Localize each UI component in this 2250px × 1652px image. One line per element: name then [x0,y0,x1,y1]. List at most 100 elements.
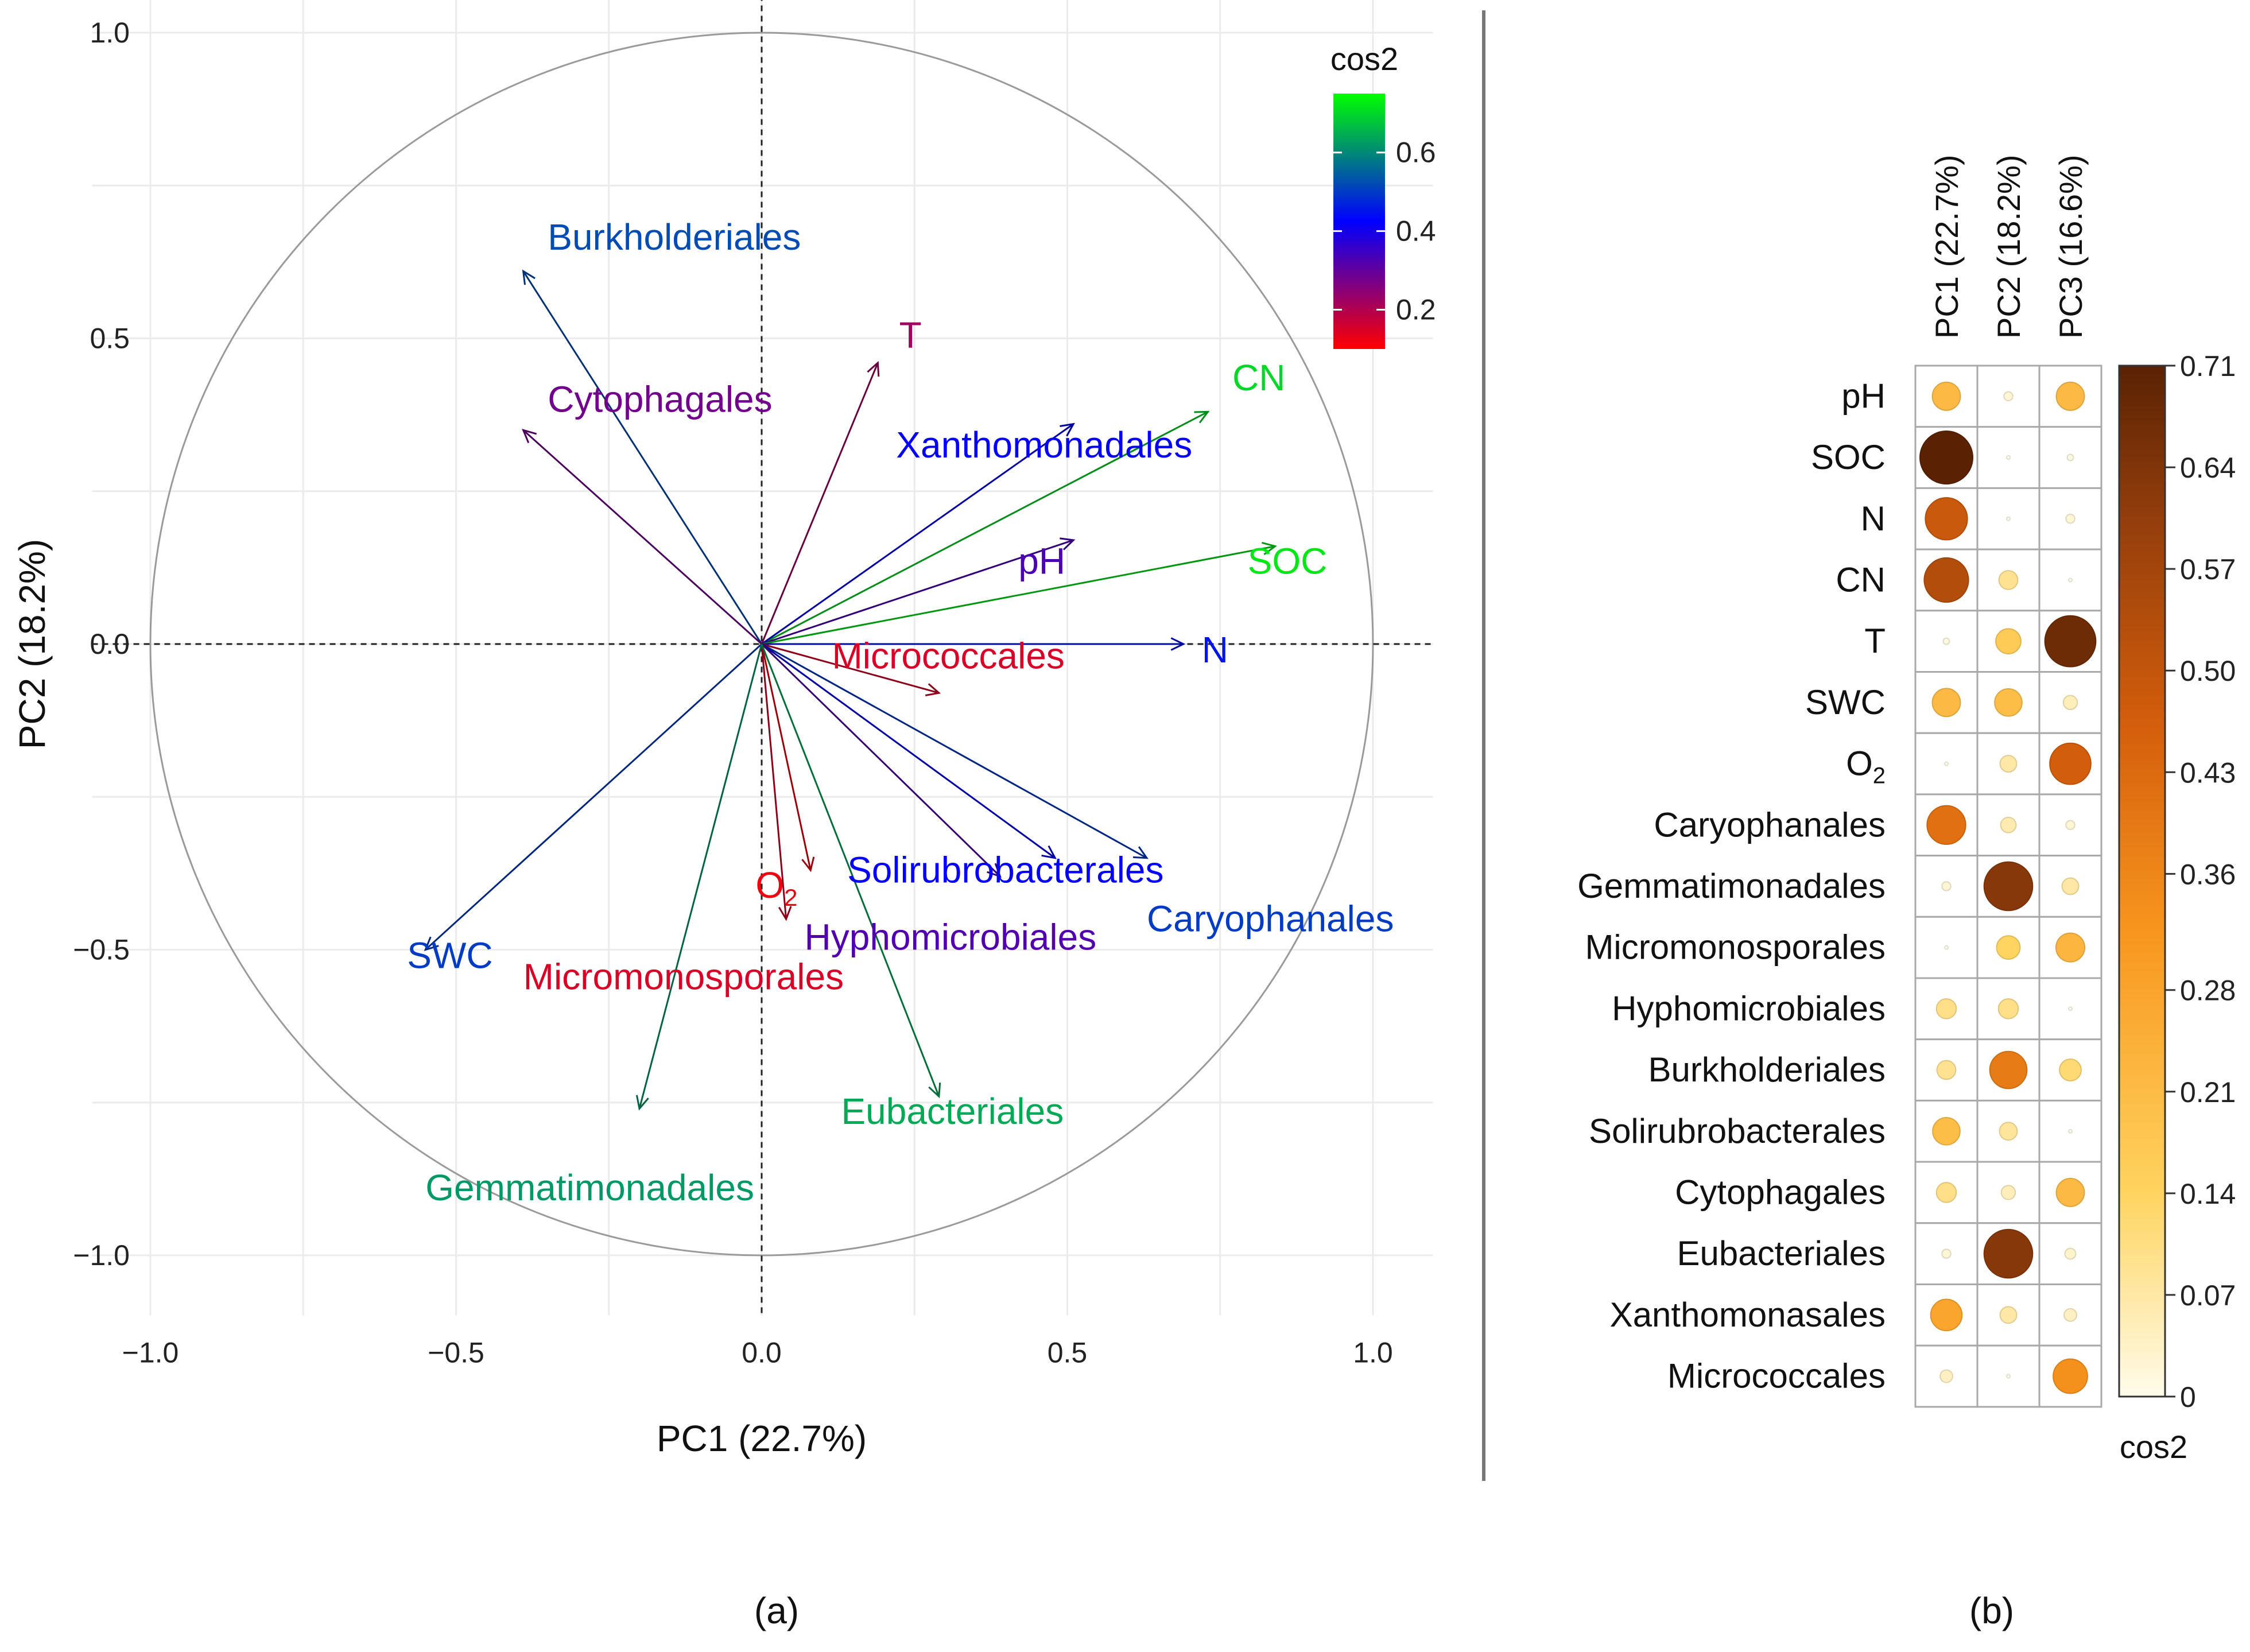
cos2-circle [2049,742,2092,785]
corrplot-cell [2038,671,2102,734]
legend-ticks: 0 0.07 0.14 0.21 0.28 0.36 0.43 0.50 0.57 0.64 0.7… [2165,350,2236,1413]
corrplot-cell [1914,426,1979,489]
cos2-circle [1931,688,1961,718]
arrow-shaft [761,643,788,920]
arrow-shaft [761,643,940,694]
cos2-circle [1923,557,1969,603]
legend-colorbar [1333,94,1385,349]
label-o2: O2 [755,864,797,911]
corrplot-cell [2038,732,2102,796]
arrow-shaft [761,643,1056,859]
cos2-circle [1941,1248,1952,1259]
arrow-head [867,360,880,377]
corrplot-panel: PC1 (22.7%) PC2 (18.2%) PC3 (16.6%) pH SOC N… [1577,154,2236,1631]
cos2-circle [1944,761,1949,766]
cos2-circle [1999,1306,2018,1324]
arrow-head [1041,845,1057,859]
cos2-circle [2055,932,2086,963]
cos2-circle [2006,455,2011,460]
row-label: Hyphomicrobiales [1612,989,1886,1027]
row-label: Cytophagales [1675,1173,1886,1211]
arrow-shaft [761,643,1147,859]
cos2-circle [2003,391,2014,402]
x-tick-labels: −1.0 −0.5 0.0 0.5 1.0 [122,1337,1393,1369]
arrow-shaft [761,643,812,871]
arrow-soc [761,541,1277,645]
arrow-ph [761,537,1076,645]
legend-tick-label: 0 [2180,1381,2196,1413]
legend-tick-label: 0.21 [2180,1076,2236,1108]
label-eubacteriales: Eubacteriales [841,1091,1064,1132]
corrplot-cell [1914,1099,1979,1163]
cos2-circle [1989,1050,2028,1089]
legend-title: cos2 [1330,41,1398,77]
corrplot-cell [1914,548,1979,612]
cos2-circle [2044,615,2097,668]
arrow-o2 [761,643,815,872]
y-tick-label: −1.0 [73,1239,130,1271]
cos2-circle [1942,637,1950,645]
corrplot-cell [1914,1161,1979,1224]
arrow-head [801,856,815,872]
corrplot-cell [2038,1222,2102,1286]
cos2-circle [2062,695,2078,711]
arrow-eubacteriales [761,643,941,1099]
corrplot-cell [1914,671,1979,734]
legend-tick-label: 0.50 [2180,655,2236,687]
legend-tick-label: 0.4 [1396,215,1436,247]
corrplot-cell [2038,1161,2102,1224]
corrplot-cell [2038,487,2102,550]
cos2-circle [2068,577,2073,583]
arrow-head [424,936,439,951]
arrow-head [1132,846,1149,859]
column-header: PC2 (18.2%) [1991,154,2027,339]
cos2-circle [2065,514,2076,524]
arrow-cytophagales [522,428,763,645]
label-cn: CN [1232,357,1285,398]
label-cytophagales: Cytophagales [548,378,772,420]
y-tick-label: 1.0 [90,17,130,49]
arrow-xanthomonadales [761,422,1075,645]
row-label: CN [1836,560,1886,599]
arrow-shaft [425,643,763,951]
legend-tick-label: 0.57 [2180,553,2236,585]
arrow-caryophanales [761,643,1149,859]
label-micromonosporales: Micromonosporales [523,956,844,998]
arrow-head [635,1095,649,1111]
cos2-circle [1932,1116,1961,1146]
cos2-circle [2055,381,2085,411]
row-label: Xanthomonasales [1610,1296,1886,1334]
cos2-circle [2063,1308,2077,1322]
cos2-circle [2006,1374,2011,1379]
cos2-circle [1999,1122,2018,1141]
corrplot-cell [1914,487,1979,550]
arrow-head [1170,637,1186,651]
cos2-circle [1930,1298,1963,1332]
x-tick-label: −1.0 [122,1337,179,1369]
legend-tick-label: 0.64 [2180,452,2236,484]
cos2-circle [2006,516,2011,521]
arrow-head [1194,410,1210,424]
row-label: pH [1841,377,1886,415]
cos2-circle [1919,431,1973,485]
panel-a-caption: (a) [754,1590,799,1631]
corrplot-cell [2038,916,2102,979]
cos2-circle [1939,1369,1953,1383]
arrow-n [762,637,1186,651]
row-label: Caryophanales [1654,805,1886,844]
cos2-circle [2065,820,2076,830]
arrow-shaft [638,643,763,1109]
corrplot-cell [1914,1283,1979,1347]
corrplot-cell [1914,610,1979,673]
row-label: O2 [1846,744,1886,789]
corrplot-cell [1976,487,2040,550]
cos2-circle [2000,816,2017,833]
arrow-shaft [761,423,1074,645]
corrplot-cell [1976,855,2040,918]
cos2-circle [1944,945,1949,950]
legend-ticks: 0.2 0.4 0.6 [1333,137,1436,326]
corrplot-cell [2038,977,2102,1041]
unit-circle [149,32,1374,1257]
corrplot-cell [1976,1283,2040,1347]
